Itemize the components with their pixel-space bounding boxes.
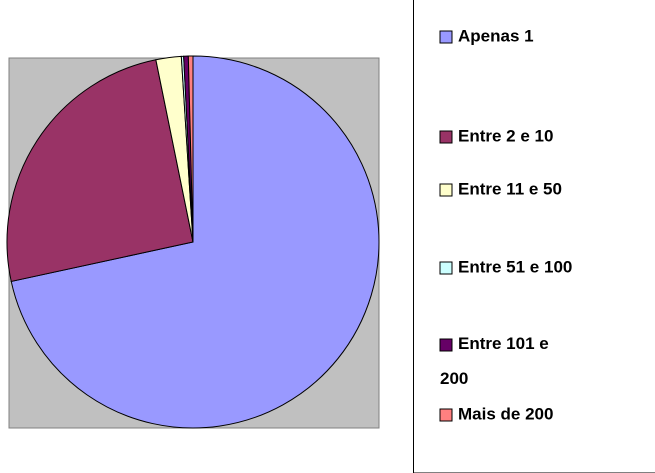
legend: [413, 0, 655, 473]
legend-swatch: [439, 261, 453, 275]
legend-swatch: [439, 30, 453, 44]
legend-label-line: Entre 101 e: [458, 334, 549, 353]
legend-swatch: [439, 130, 453, 144]
legend-label: Entre 2 e 10: [458, 126, 553, 145]
legend-label-line: 200: [440, 369, 468, 388]
legend-label: Entre 101 e 200: [440, 334, 549, 388]
legend-label: Entre 51 e 100: [458, 257, 572, 276]
legend-label: Mais de 200: [458, 404, 553, 423]
pie-slice: [6, 59, 194, 283]
legend-swatch: [439, 338, 453, 352]
legend-label: Apenas 1: [458, 26, 534, 45]
legend-label: Entre 11 e 50: [458, 179, 562, 198]
pie-slice: [187, 55, 194, 243]
legend-swatch: [439, 183, 453, 197]
legend-swatch: [439, 408, 453, 422]
pie-slice: [10, 55, 380, 429]
